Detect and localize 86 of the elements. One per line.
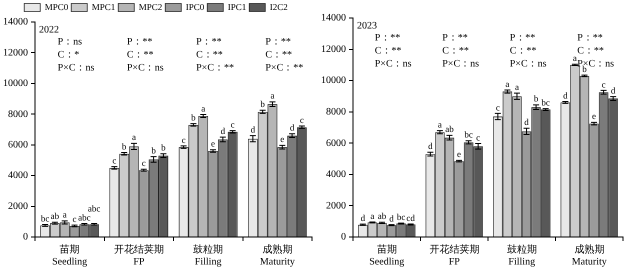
- annotation: P：** C：** P×C：ns: [442, 32, 480, 70]
- data-label: ab: [445, 124, 454, 134]
- y-tick-label: 14000: [321, 12, 346, 24]
- data-label: c: [230, 119, 235, 130]
- data-label: c: [142, 158, 146, 168]
- data-label: bc: [464, 130, 473, 140]
- y-tick-label: 12000: [3, 47, 28, 58]
- x-tick-label: 鼓粒期 Filling: [193, 244, 224, 268]
- data-label: d: [428, 141, 434, 152]
- annotation: P：** C：** P×C：ns: [126, 36, 164, 74]
- y-tick-label: 8000: [8, 108, 28, 120]
- data-label: c: [112, 156, 116, 166]
- y-tick-label: 0: [23, 232, 28, 243]
- data-label: e: [211, 138, 216, 149]
- y-tick-label: 8000: [326, 106, 346, 118]
- data-label: a: [132, 132, 136, 142]
- data-label: bc: [396, 212, 406, 222]
- data-label: a: [505, 78, 510, 89]
- data-label: a: [438, 119, 442, 130]
- data-label: a: [270, 90, 274, 101]
- annotation: 2022: [39, 24, 59, 36]
- y-tick-label: 12000: [321, 44, 346, 55]
- y-tick-label: 6000: [8, 139, 28, 150]
- legend-label: I2C2: [270, 2, 288, 12]
- annotation: P：** C：** P×C：**: [196, 36, 234, 74]
- y-tick-label: 4000: [8, 170, 28, 182]
- data-label: d: [563, 90, 568, 100]
- data-label: b: [151, 146, 156, 156]
- y-tick-label: 6000: [326, 138, 346, 149]
- data-label: abc: [88, 203, 100, 214]
- annotation: P：** C：** P×C：ns: [510, 32, 547, 70]
- y-tick-label: 14000: [3, 16, 28, 28]
- legend-label: IPC1: [228, 2, 246, 12]
- data-label: d: [389, 214, 394, 224]
- data-label: d: [290, 122, 295, 133]
- annotation: P：** C：** P×C：ns: [374, 32, 412, 70]
- data-label: ab: [50, 211, 60, 222]
- data-label: bc: [541, 97, 550, 108]
- data-label: d: [610, 86, 616, 96]
- data-label: b: [122, 141, 127, 152]
- x-tick-label: 苗期 Seedling: [52, 244, 88, 268]
- data-label: c: [72, 214, 77, 224]
- annotation: P：** C：** P×C：**: [265, 36, 304, 74]
- data-label: b: [161, 142, 166, 153]
- data-label: bc: [40, 213, 50, 224]
- legend-label: MPC1: [92, 2, 116, 12]
- data-label: b: [260, 99, 266, 110]
- x-tick-label: 苗期 Seedling: [369, 244, 404, 268]
- data-label: cd: [406, 212, 416, 223]
- data-label: d: [360, 213, 366, 224]
- data-label: abc: [78, 212, 91, 222]
- x-tick-label: 开花结荚期 FP: [114, 244, 164, 268]
- data-label: a: [370, 210, 374, 221]
- data-label: d: [250, 124, 256, 134]
- data-label: a: [62, 210, 67, 220]
- y-tick-label: 10000: [3, 78, 28, 90]
- data-label: e: [457, 149, 462, 160]
- y-tick-label: 2000: [326, 200, 346, 212]
- y-tick-label: 2000: [8, 200, 28, 212]
- y-tick-label: 4000: [326, 169, 346, 180]
- x-tick-label: 鼓粒期 Filling: [506, 244, 537, 268]
- data-label: d: [220, 126, 226, 136]
- legend-label: MPC0: [44, 2, 69, 12]
- x-tick-label: 成熟期 Maturity: [260, 244, 295, 268]
- data-label: c: [602, 79, 606, 90]
- data-label: e: [280, 134, 284, 144]
- legend-label: MPC2: [138, 2, 162, 12]
- data-label: a: [514, 82, 519, 92]
- data-label: c: [476, 132, 480, 142]
- data-label: b: [534, 94, 539, 104]
- data-label: e: [592, 111, 596, 122]
- data-label: d: [524, 117, 530, 128]
- y-tick-label: 10000: [321, 75, 346, 86]
- x-tick-label: 开花结荚期 FP: [429, 244, 480, 268]
- annotation: P：ns C：* P×C：ns: [58, 36, 94, 74]
- legend-label: IPC0: [186, 2, 205, 12]
- data-label: c: [300, 114, 304, 125]
- y-tick-label: 0: [341, 232, 346, 243]
- data-label: c: [496, 102, 500, 112]
- annotation: 2023: [357, 20, 377, 32]
- data-label: ab: [378, 211, 387, 222]
- x-tick-label: 成熟期 Maturity: [572, 244, 607, 268]
- data-label: a: [572, 53, 577, 64]
- data-label: c: [182, 134, 186, 145]
- data-label: a: [201, 103, 206, 114]
- data-label: b: [191, 112, 196, 123]
